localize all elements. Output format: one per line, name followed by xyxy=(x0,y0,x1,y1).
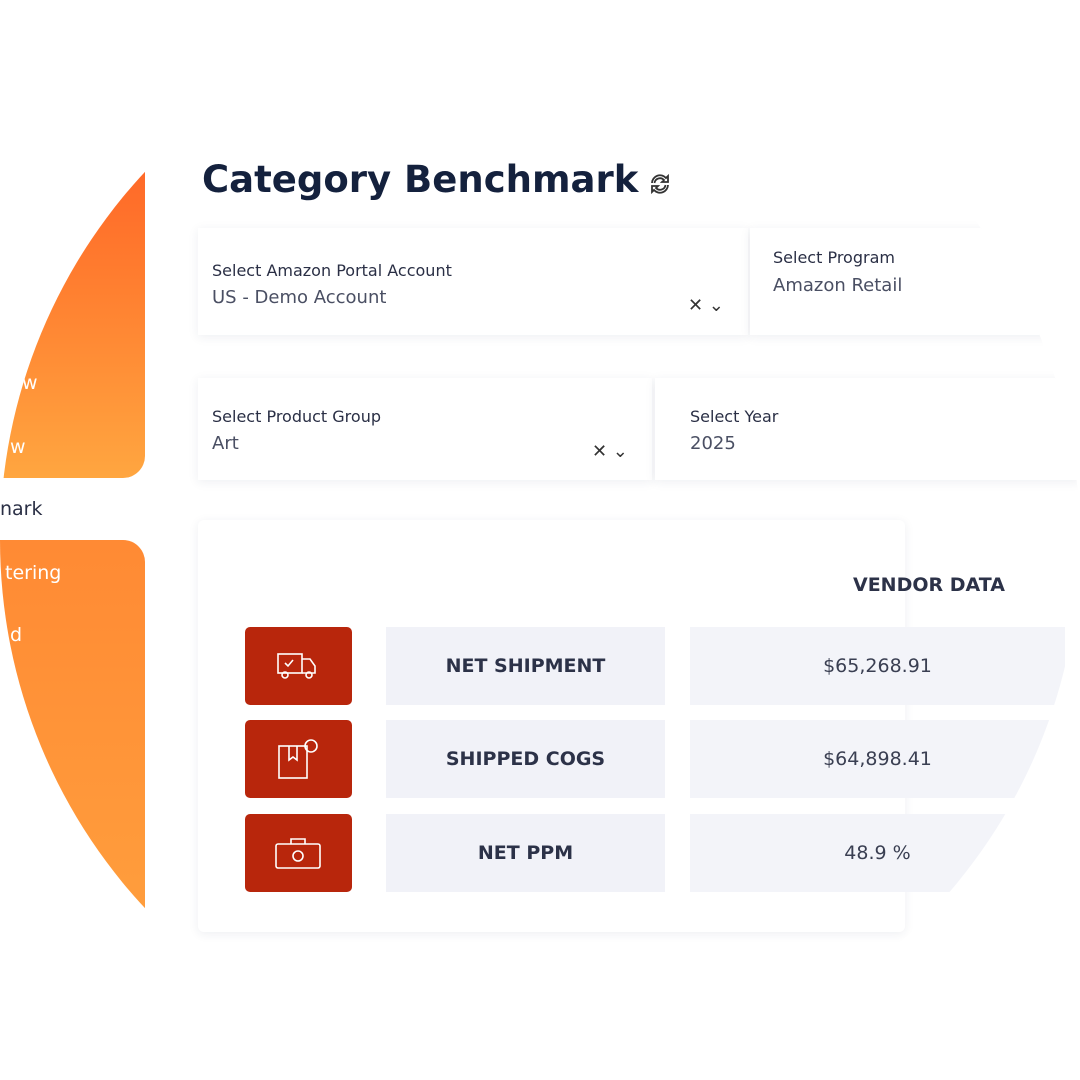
sidebar-item[interactable]: w xyxy=(22,372,38,394)
metric-label: NET SHIPMENT xyxy=(386,627,665,705)
metric-label: NET PPM xyxy=(386,814,665,892)
filter-label: Select Year xyxy=(690,407,779,426)
filter-card[interactable] xyxy=(198,378,652,480)
sidebar-item-active[interactable]: nark xyxy=(0,498,43,520)
briefcase-icon xyxy=(275,838,321,869)
box-icon xyxy=(278,739,318,779)
sidebar-item[interactable]: w xyxy=(10,436,26,458)
metric-value: $64,898.41 xyxy=(690,720,1065,798)
metric-label: SHIPPED COGS xyxy=(386,720,665,798)
filter-value: Art xyxy=(212,433,239,454)
filter-label: Select Amazon Portal Account xyxy=(212,261,452,280)
filter-value: 2025 xyxy=(690,433,736,454)
truck-icon xyxy=(277,653,316,679)
metric-value: 48.9 % xyxy=(690,814,1065,892)
sidebar-item[interactable]: d xyxy=(10,624,23,646)
filter-label: Select Product Group xyxy=(212,407,381,426)
metric-value: $65,268.91 xyxy=(690,627,1065,705)
page-title: Category Benchmark xyxy=(202,158,639,201)
sidebar-panel xyxy=(0,0,145,478)
filter-controls[interactable]: ✕ ⌄ xyxy=(592,441,628,462)
icon-box xyxy=(245,627,352,705)
sidebar-item[interactable]: tering xyxy=(5,562,62,584)
filter-value: US - Demo Account xyxy=(212,287,387,308)
filter-value: Amazon Retail xyxy=(773,275,903,296)
sidebar-panel xyxy=(0,540,145,1080)
filter-card[interactable] xyxy=(198,228,748,335)
column-header: VENDOR DATA xyxy=(853,574,1005,596)
filter-controls[interactable]: ✕ ⌄ xyxy=(688,295,724,316)
filter-label: Select Program xyxy=(773,248,895,267)
icon-box xyxy=(245,814,352,892)
filter-card[interactable] xyxy=(655,378,1080,480)
refresh-icon[interactable] xyxy=(648,172,672,196)
icon-box xyxy=(245,720,352,798)
